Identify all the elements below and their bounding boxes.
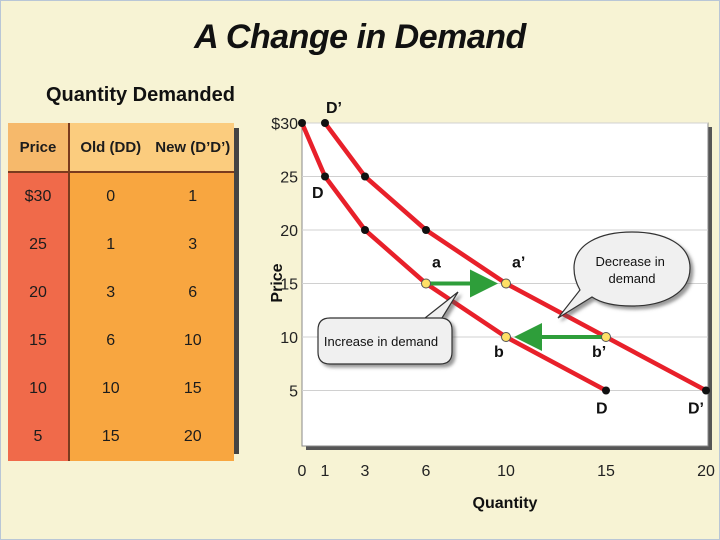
header-price: Price [8,123,70,173]
demand-schedule-table: Price Old (DD) New (D’D’) $30 0 1 25 1 3… [8,123,234,461]
x-tick-label: 10 [497,463,515,480]
old-qty-cell: 1 [69,221,152,269]
curve-label-start-old: D [312,185,324,202]
x-tick-label: 20 [697,463,715,480]
slide-title: A Change in Demand [194,18,526,56]
price-cell: $30 [8,172,70,221]
x-tick-label: 15 [597,463,615,480]
x-tick-label: 0 [298,463,307,480]
point-b [501,332,511,342]
old-qty-cell: 3 [69,269,152,317]
curve-point [361,172,369,181]
price-cell: 25 [8,221,70,269]
shift-arrows [426,269,606,351]
point-label: b [494,344,504,361]
decrease-in-demand-label: Decrease in demand [596,254,669,286]
x-tick-label: 1 [321,463,330,480]
x-tick-label: 6 [422,463,431,480]
point-label: a [432,255,441,272]
data-dots [298,119,710,395]
y-tick-label: 5 [289,384,298,401]
y-tick-label: 15 [280,277,298,294]
decrease-label-line-1: Decrease in [596,254,665,269]
table-title: Quantity Demanded [46,84,235,106]
old-qty-cell: 15 [69,413,152,461]
table-row: 25 1 3 [8,221,234,269]
table-row: 20 3 6 [8,269,234,317]
y-tick-label: 20 [280,223,298,240]
decrease-label-line-2: demand [609,271,656,286]
price-cell: 20 [8,269,70,317]
table-row: 10 10 15 [8,365,234,413]
curve-point [298,119,306,127]
curve-point [602,386,610,395]
demand-table-wrap: Price Old (DD) New (D’D’) $30 0 1 25 1 3… [8,123,239,461]
new-qty-cell: 3 [151,221,234,269]
curve-point [321,172,329,181]
table-row: $30 0 1 [8,172,234,221]
curve-point [422,226,430,234]
curve-point [321,119,329,127]
price-cell: 10 [8,365,70,413]
new-qty-cell: 20 [151,413,234,461]
y-tick-label: 25 [280,170,298,187]
y-tick-label: $30 [271,116,298,133]
axis-ticks: 5 10 15 20 25 $30 0 1 3 6 10 15 20 [271,116,715,480]
x-tick-label: 3 [361,463,370,480]
decrease-bubble [557,231,691,319]
point-a-prime [501,278,511,289]
header-new: New (D’D’) [151,123,234,173]
old-qty-cell: 0 [69,172,152,221]
point-label: a’ [512,255,525,272]
table-header-row: Price Old (DD) New (D’D’) [8,123,234,173]
curve-point [361,226,369,234]
table-row: 5 15 20 [8,413,234,461]
old-qty-cell: 10 [69,365,152,413]
increase-in-demand-label: Increase in demand [324,334,438,349]
price-cell: 5 [8,413,70,461]
point-b-prime [601,332,611,342]
new-qty-cell: 1 [151,172,234,221]
new-qty-cell: 6 [151,269,234,317]
curve-point [702,386,710,395]
increase-bubble [317,291,459,365]
x-axis-label: Quantity [473,495,538,512]
y-axis-label: Price [269,263,286,302]
curve-label-end-old: D [596,401,608,418]
increase-bubble-shape [317,291,459,365]
new-qty-cell: 15 [151,365,234,413]
new-qty-cell: 10 [151,317,234,365]
point-a [421,278,431,289]
demand-curve-new [323,121,708,393]
curve-label-end-new: D’ [688,401,704,418]
point-label: b’ [592,344,606,361]
chart-labels: a a’ b b’ D D’ D D’ [312,100,704,418]
curve-label-start-new: D’ [326,100,342,117]
table-row: 15 6 10 [8,317,234,365]
y-tick-label: 10 [280,330,298,347]
decrease-bubble-shape [557,231,691,319]
old-qty-cell: 6 [69,317,152,365]
price-cell: 15 [8,317,70,365]
header-old: Old (DD) [69,123,152,173]
